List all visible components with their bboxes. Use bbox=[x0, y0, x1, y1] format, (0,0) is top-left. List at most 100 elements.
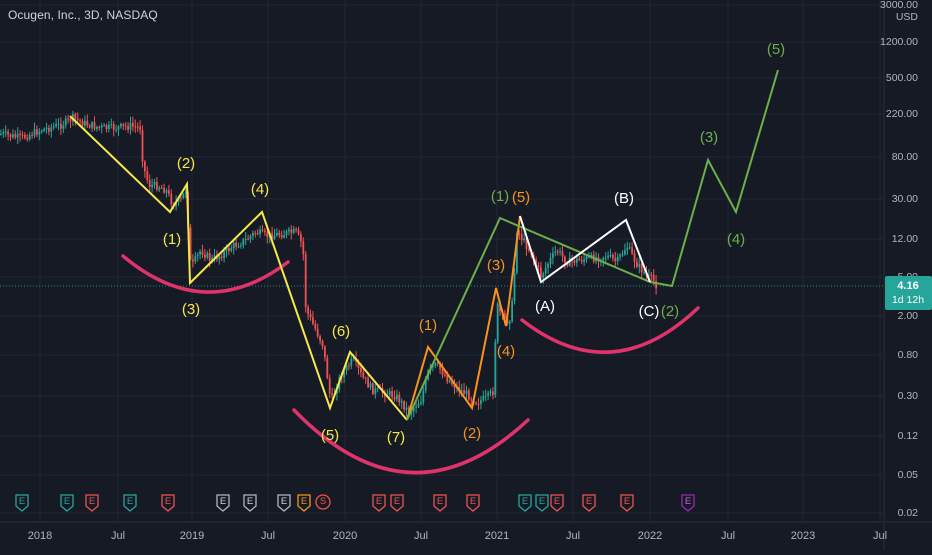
candle-body bbox=[518, 233, 521, 235]
candle-body bbox=[141, 130, 144, 162]
candle-body bbox=[314, 323, 317, 329]
candle-body bbox=[475, 402, 477, 404]
candle-body bbox=[273, 235, 276, 240]
candle-body bbox=[388, 391, 391, 395]
candle-body bbox=[127, 126, 129, 130]
last-price-countdown: 1d 12h bbox=[892, 294, 924, 306]
candle-body bbox=[163, 187, 165, 193]
candle-body bbox=[43, 128, 45, 132]
candle-body bbox=[336, 389, 338, 394]
candle-body bbox=[448, 380, 451, 382]
event-marker-label: E bbox=[301, 496, 307, 507]
candle-body bbox=[249, 236, 252, 240]
candle-body bbox=[585, 256, 588, 260]
candle-body bbox=[648, 274, 650, 276]
candle-body bbox=[391, 391, 393, 397]
wave-label: (3) bbox=[182, 301, 200, 318]
candle-body bbox=[12, 134, 14, 138]
event-marker-label: E bbox=[394, 496, 400, 507]
wave-label: (C) bbox=[639, 303, 660, 320]
earnings-marker: E bbox=[216, 494, 230, 512]
earnings-marker-shape bbox=[466, 494, 480, 512]
candle-body bbox=[242, 239, 245, 246]
candle-body bbox=[482, 396, 485, 401]
candle-body bbox=[19, 133, 21, 135]
candle-body bbox=[237, 246, 240, 248]
candle-body bbox=[105, 125, 108, 129]
earnings-marker: E bbox=[123, 494, 137, 512]
candle-body bbox=[36, 129, 38, 135]
candle-body bbox=[230, 248, 233, 251]
candle-body bbox=[285, 231, 288, 236]
candle-body bbox=[590, 254, 593, 257]
candle-body bbox=[547, 263, 549, 268]
wave-label: (3) bbox=[487, 257, 505, 274]
time-tick-label: Jul bbox=[261, 530, 275, 542]
candle-body bbox=[211, 257, 213, 261]
event-marker-label: E bbox=[165, 496, 171, 507]
candle-body bbox=[564, 256, 566, 264]
earnings-marker-shape bbox=[277, 494, 291, 512]
candle-body bbox=[374, 388, 377, 394]
candle-body bbox=[602, 257, 605, 261]
earnings-marker-shape bbox=[433, 494, 447, 512]
candle-body bbox=[520, 234, 523, 241]
event-marker-label: E bbox=[281, 496, 287, 507]
price-axis: 3000.00 1200.00 500.00 220.00 80.00 30.00 12.0… bbox=[880, 0, 918, 519]
candle-body bbox=[38, 131, 41, 135]
candle-body bbox=[400, 401, 403, 403]
earnings-marker: S bbox=[315, 494, 331, 510]
candle-body bbox=[292, 229, 295, 233]
arc-2021-bottom bbox=[520, 306, 700, 354]
earnings-marker: E bbox=[433, 494, 447, 512]
earnings-marker: E bbox=[390, 494, 404, 512]
candle-body bbox=[86, 120, 89, 126]
wave-label: (6) bbox=[332, 323, 350, 340]
candle-body bbox=[69, 118, 72, 122]
candle-body bbox=[460, 390, 463, 392]
candle-body bbox=[453, 384, 456, 388]
candle-body bbox=[328, 378, 331, 394]
time-tick-label: 2022 bbox=[638, 530, 662, 542]
earnings-marker: E bbox=[85, 494, 99, 512]
candle-body bbox=[79, 119, 81, 122]
candle-body bbox=[638, 263, 641, 268]
price-tick-label: 0.02 bbox=[898, 507, 919, 519]
wave-label: (5) bbox=[767, 41, 785, 58]
candle-body bbox=[549, 257, 552, 264]
candle-body bbox=[192, 259, 194, 262]
candle-body bbox=[213, 255, 216, 258]
candle-body bbox=[55, 124, 57, 127]
event-marker-label: E bbox=[522, 496, 528, 507]
currency-label: USD bbox=[896, 11, 919, 23]
event-marker-label: E bbox=[127, 496, 133, 507]
candle-body bbox=[40, 131, 43, 133]
candle-body bbox=[91, 122, 93, 128]
candle-body bbox=[580, 259, 583, 262]
candle-body bbox=[158, 187, 161, 190]
earnings-marker-shape bbox=[582, 494, 596, 512]
earnings-marker-shape bbox=[85, 494, 99, 512]
time-tick-label: 2021 bbox=[485, 530, 509, 542]
candle-body bbox=[290, 229, 293, 233]
candle-body bbox=[628, 247, 631, 249]
candle-body bbox=[513, 272, 516, 301]
candle-body bbox=[264, 230, 266, 233]
earnings-marker-shape bbox=[60, 494, 74, 512]
candle-body bbox=[2, 132, 5, 134]
earnings-marker: E bbox=[277, 494, 291, 512]
candle-body bbox=[199, 251, 201, 255]
event-marker-label: E bbox=[89, 496, 95, 507]
candle-body bbox=[62, 125, 65, 129]
price-tick-label: 0.05 bbox=[898, 469, 919, 481]
candle-body bbox=[540, 267, 542, 278]
candle-body bbox=[561, 251, 564, 257]
time-tick-label: 2020 bbox=[333, 530, 357, 542]
event-marker-label: E bbox=[19, 496, 25, 507]
candle-body bbox=[364, 377, 367, 379]
candle-body bbox=[122, 123, 125, 126]
candle-body bbox=[331, 393, 333, 395]
candle-body bbox=[225, 247, 228, 252]
candle-body bbox=[319, 336, 321, 341]
